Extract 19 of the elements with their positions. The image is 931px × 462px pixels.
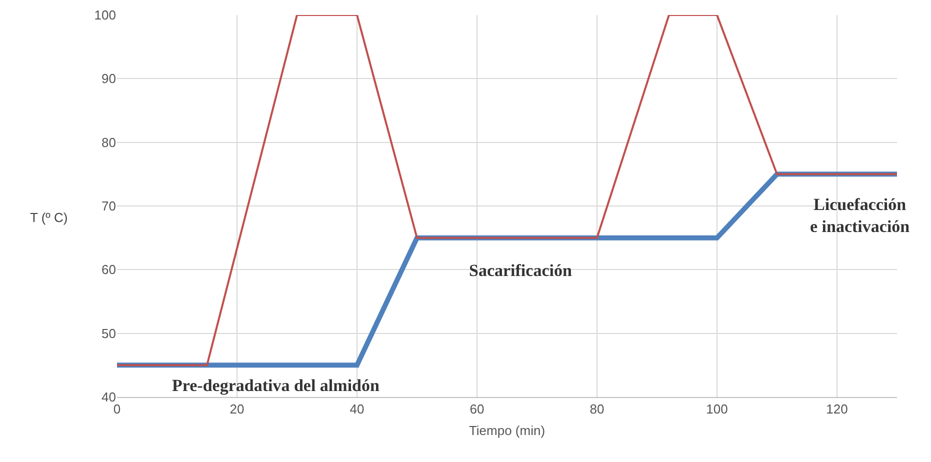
x-tick-label: 60 (470, 402, 484, 417)
y-tick-label: 90 (102, 71, 116, 86)
y-tick-label: 100 (94, 8, 116, 23)
x-tick-label: 20 (230, 402, 244, 417)
x-axis-title: Tiempo (min) (468, 423, 546, 438)
x-tick-label: 100 (706, 402, 728, 417)
x-tick-label: 40 (350, 402, 364, 417)
y-tick-label: 70 (102, 198, 116, 214)
annotation: Pre-degradativa del almidón (172, 376, 380, 395)
y-tick-label: 80 (102, 134, 116, 150)
annotation: Sacarificación (469, 261, 572, 280)
x-tick-label: 120 (826, 402, 848, 417)
y-tick-label: 40 (102, 390, 116, 405)
x-tick-label: 80 (590, 402, 604, 417)
y-tick-label: 50 (102, 326, 116, 341)
annotation: Licuefacción e inactivación (810, 195, 910, 236)
y-tick-label: 60 (102, 262, 116, 278)
y-axis-title: T (º C) (30, 210, 68, 225)
x-tick-label: 0 (113, 402, 121, 417)
